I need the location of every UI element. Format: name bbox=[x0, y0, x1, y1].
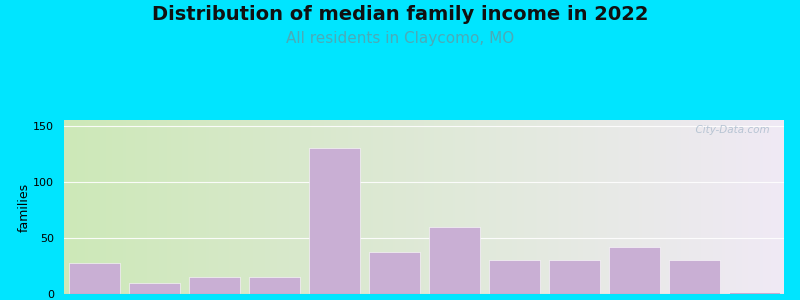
Bar bbox=[129, 283, 179, 294]
Bar bbox=[669, 260, 719, 294]
Bar bbox=[369, 253, 419, 294]
Bar bbox=[249, 277, 299, 294]
Y-axis label: families: families bbox=[18, 182, 30, 232]
Text: Distribution of median family income in 2022: Distribution of median family income in … bbox=[152, 4, 648, 23]
Bar bbox=[489, 260, 539, 294]
Bar bbox=[69, 262, 119, 294]
Text: City-Data.com: City-Data.com bbox=[689, 125, 770, 135]
Bar bbox=[609, 247, 659, 294]
Bar bbox=[189, 277, 239, 294]
Bar bbox=[309, 148, 359, 294]
Bar bbox=[729, 292, 779, 294]
Bar bbox=[549, 260, 599, 294]
Text: All residents in Claycomo, MO: All residents in Claycomo, MO bbox=[286, 32, 514, 46]
Bar bbox=[429, 226, 479, 294]
